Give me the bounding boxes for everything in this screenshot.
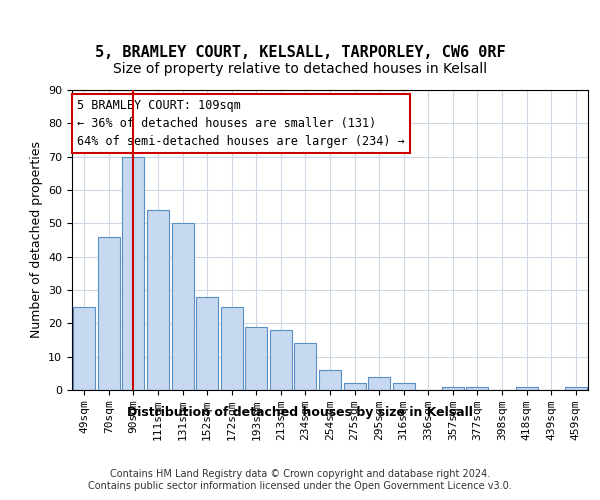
Bar: [295, 344, 316, 390]
Bar: [368, 376, 390, 390]
Text: 5 BRAMLEY COURT: 109sqm
← 36% of detached houses are smaller (131)
64% of semi-d: 5 BRAMLEY COURT: 109sqm ← 36% of detache…: [77, 99, 405, 148]
Bar: [98, 236, 120, 390]
Bar: [73, 306, 95, 390]
Bar: [319, 370, 341, 390]
Bar: [515, 386, 538, 390]
Bar: [565, 386, 587, 390]
Bar: [442, 386, 464, 390]
Bar: [344, 384, 365, 390]
Y-axis label: Number of detached properties: Number of detached properties: [29, 142, 43, 338]
Bar: [172, 224, 194, 390]
Bar: [245, 326, 268, 390]
Bar: [196, 296, 218, 390]
Bar: [147, 210, 169, 390]
Text: 5, BRAMLEY COURT, KELSALL, TARPORLEY, CW6 0RF: 5, BRAMLEY COURT, KELSALL, TARPORLEY, CW…: [95, 45, 505, 60]
Bar: [466, 386, 488, 390]
Bar: [270, 330, 292, 390]
Bar: [221, 306, 243, 390]
Text: Distribution of detached houses by size in Kelsall: Distribution of detached houses by size …: [127, 406, 473, 419]
Text: Contains HM Land Registry data © Crown copyright and database right 2024.
Contai: Contains HM Land Registry data © Crown c…: [88, 469, 512, 491]
Bar: [392, 384, 415, 390]
Bar: [122, 156, 145, 390]
Text: Size of property relative to detached houses in Kelsall: Size of property relative to detached ho…: [113, 62, 487, 76]
